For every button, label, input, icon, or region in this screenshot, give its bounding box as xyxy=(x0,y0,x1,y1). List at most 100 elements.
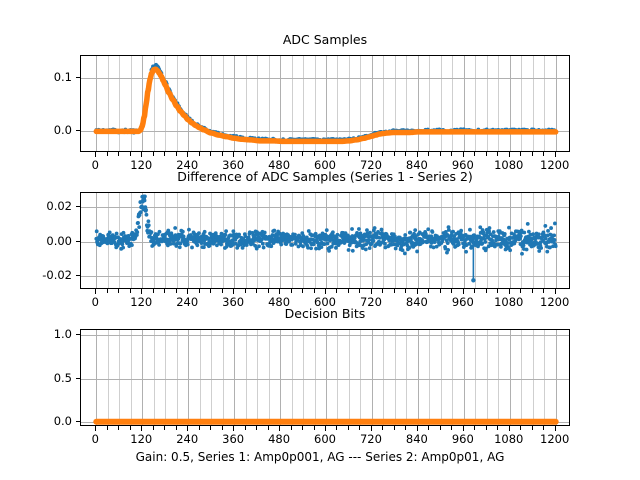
xtick-mark xyxy=(462,152,464,157)
xtick-label: 600 xyxy=(314,295,336,309)
xtick-mark-minor xyxy=(198,426,200,430)
xtick-mark-minor xyxy=(106,152,108,156)
gridline-major-vertical xyxy=(280,56,282,151)
gridline-minor-vertical xyxy=(130,56,132,151)
gridline-major-vertical xyxy=(371,56,373,151)
gridline-minor-vertical xyxy=(429,330,431,425)
gridline-minor-vertical xyxy=(291,330,293,425)
gridline-minor-vertical xyxy=(406,330,408,425)
ytick-mark xyxy=(75,240,80,242)
gridline-minor-vertical xyxy=(532,330,534,425)
xtick-mark-minor xyxy=(531,426,533,430)
ytick-label: 0.1 xyxy=(53,70,72,85)
ytick-label: 0.0 xyxy=(53,122,72,137)
xtick-mark xyxy=(279,152,281,157)
xtick-mark-minor xyxy=(244,289,246,293)
xtick-mark xyxy=(233,426,235,431)
gridline-minor-vertical xyxy=(544,330,546,425)
xtick-mark-minor xyxy=(175,289,177,293)
gridline-minor-vertical xyxy=(268,56,270,151)
xtick-mark-minor xyxy=(118,426,120,430)
ytick-label: 0.00 xyxy=(46,233,72,248)
ytick-mark xyxy=(75,206,80,208)
xtick-mark-minor xyxy=(164,289,166,293)
xtick-mark xyxy=(370,152,372,157)
gridline-minor-vertical xyxy=(268,330,270,425)
gridline-minor-vertical xyxy=(314,330,316,425)
series-layer xyxy=(94,194,558,283)
xtick-mark xyxy=(233,289,235,294)
ytick-label: 0.0 xyxy=(53,413,72,428)
gridline-minor-vertical xyxy=(257,330,259,425)
gridline-minor-vertical xyxy=(475,56,477,151)
xtick-label: 840 xyxy=(405,432,428,446)
xtick-mark-minor xyxy=(359,152,361,156)
ytick-mark xyxy=(75,334,80,336)
xtick-mark-minor xyxy=(256,289,258,293)
xtick-mark-minor xyxy=(221,152,223,156)
xtick-mark-minor xyxy=(520,426,522,430)
xtick-label: 600 xyxy=(314,158,336,172)
xtick-mark xyxy=(141,152,143,157)
gridline-major-vertical xyxy=(463,56,465,151)
gridline-major-vertical xyxy=(188,330,190,425)
gridline-minor-vertical xyxy=(394,330,396,425)
xtick-label: 120 xyxy=(130,158,153,172)
xtick-mark-minor xyxy=(313,152,315,156)
gridline-minor-vertical xyxy=(440,330,442,425)
ytick-mark xyxy=(75,377,80,379)
xtick-label: 840 xyxy=(405,295,428,309)
xtick-mark xyxy=(233,152,235,157)
xtick-mark-minor xyxy=(290,289,292,293)
xtick-mark-minor xyxy=(485,289,487,293)
xtick-mark-minor xyxy=(256,426,258,430)
xtick-mark-minor xyxy=(393,152,395,156)
figure-footer-caption: Gain: 0.5, Series 1: Amp0p001, AG --- Se… xyxy=(135,450,505,464)
gridline-minor-vertical xyxy=(498,56,500,151)
gridline-minor-vertical xyxy=(176,330,178,425)
xtick-mark xyxy=(95,289,97,294)
xtick-mark-minor xyxy=(302,152,304,156)
xtick-mark-minor xyxy=(106,426,108,430)
xtick-label: 1200 xyxy=(540,295,570,309)
xtick-mark-minor xyxy=(198,152,200,156)
xtick-mark-minor xyxy=(393,289,395,293)
gridline-major-vertical xyxy=(234,330,236,425)
xtick-label: 360 xyxy=(222,432,245,446)
gridline-major-vertical xyxy=(371,330,373,425)
xtick-mark-minor xyxy=(152,289,154,293)
ytick-mark xyxy=(75,129,80,131)
xtick-mark-minor xyxy=(382,152,384,156)
xtick-mark-minor xyxy=(221,426,223,430)
xtick-mark-minor xyxy=(520,152,522,156)
xtick-mark-minor xyxy=(221,289,223,293)
gridline-minor-vertical xyxy=(130,330,132,425)
subplot-2-axes xyxy=(80,192,570,289)
xtick-mark xyxy=(416,152,418,157)
xtick-mark-minor xyxy=(302,289,304,293)
gridline-major-vertical xyxy=(555,56,557,151)
xtick-mark-minor xyxy=(244,426,246,430)
xtick-label: 240 xyxy=(176,432,199,446)
gridline-minor-vertical xyxy=(211,330,213,425)
xtick-mark-minor xyxy=(210,426,212,430)
xtick-mark-minor xyxy=(497,152,499,156)
gridline-minor-vertical xyxy=(383,330,385,425)
xtick-label: 360 xyxy=(222,295,245,309)
gridline-minor-vertical xyxy=(498,330,500,425)
xtick-mark-minor xyxy=(164,152,166,156)
xtick-mark-minor xyxy=(497,289,499,293)
xtick-mark-minor xyxy=(152,426,154,430)
xtick-mark-minor xyxy=(267,152,269,156)
gridline-minor-vertical xyxy=(245,56,247,151)
xtick-mark xyxy=(508,289,510,294)
gridline-minor-vertical xyxy=(119,56,121,151)
xtick-mark-minor xyxy=(520,289,522,293)
subplot-1-axes xyxy=(80,55,570,152)
xtick-mark-minor xyxy=(210,152,212,156)
xtick-mark xyxy=(370,289,372,294)
gridline-major-horizontal xyxy=(81,335,569,337)
xtick-mark-minor xyxy=(152,152,154,156)
xtick-mark xyxy=(141,289,143,294)
